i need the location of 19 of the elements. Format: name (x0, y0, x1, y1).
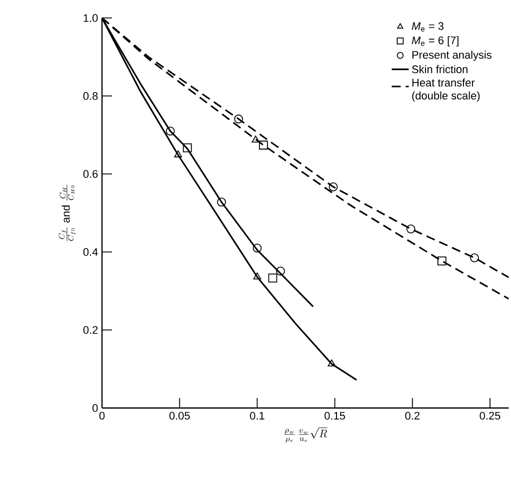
legend-label: Skin friction (412, 65, 468, 74)
x-tick-label: 0.05 (169, 412, 190, 420)
y-tick-label: 1.0 (84, 14, 98, 22)
y-tick-label: 0.8 (83, 92, 98, 100)
x-tick-label: 0 (99, 412, 105, 420)
x-tick-label: 0.2 (405, 412, 420, 420)
legend-label: Present analysis (412, 50, 492, 61)
y-tick-label: 0.6 (83, 170, 98, 178)
x-axis-title: $\frac{\rho_w}{\rho_e}\,\frac{v_w}{u_e}\sqrt{R}$ (284, 428, 328, 443)
x-tick-label: 0.25 (480, 412, 500, 420)
y-tick-label: 0 (92, 404, 98, 412)
legend-label: Heat transfer (double scale) (412, 78, 480, 102)
x-tick-label: 0.1 (250, 412, 264, 420)
legend-label: M$_{e}$ = 3 (412, 22, 444, 32)
x-tick-label: 0.15 (324, 412, 345, 420)
y-tick-label: 0.4 (83, 248, 98, 256)
y-axis-title: $\frac{C_f}{C_{f0}}\ \mathrm{and}\ \frac{C_H}{C_{H0}}$ (58, 184, 76, 242)
y-tick-label: 0.2 (83, 326, 98, 334)
legend-label: M$_{e}$ = 6 [7] (412, 36, 458, 46)
